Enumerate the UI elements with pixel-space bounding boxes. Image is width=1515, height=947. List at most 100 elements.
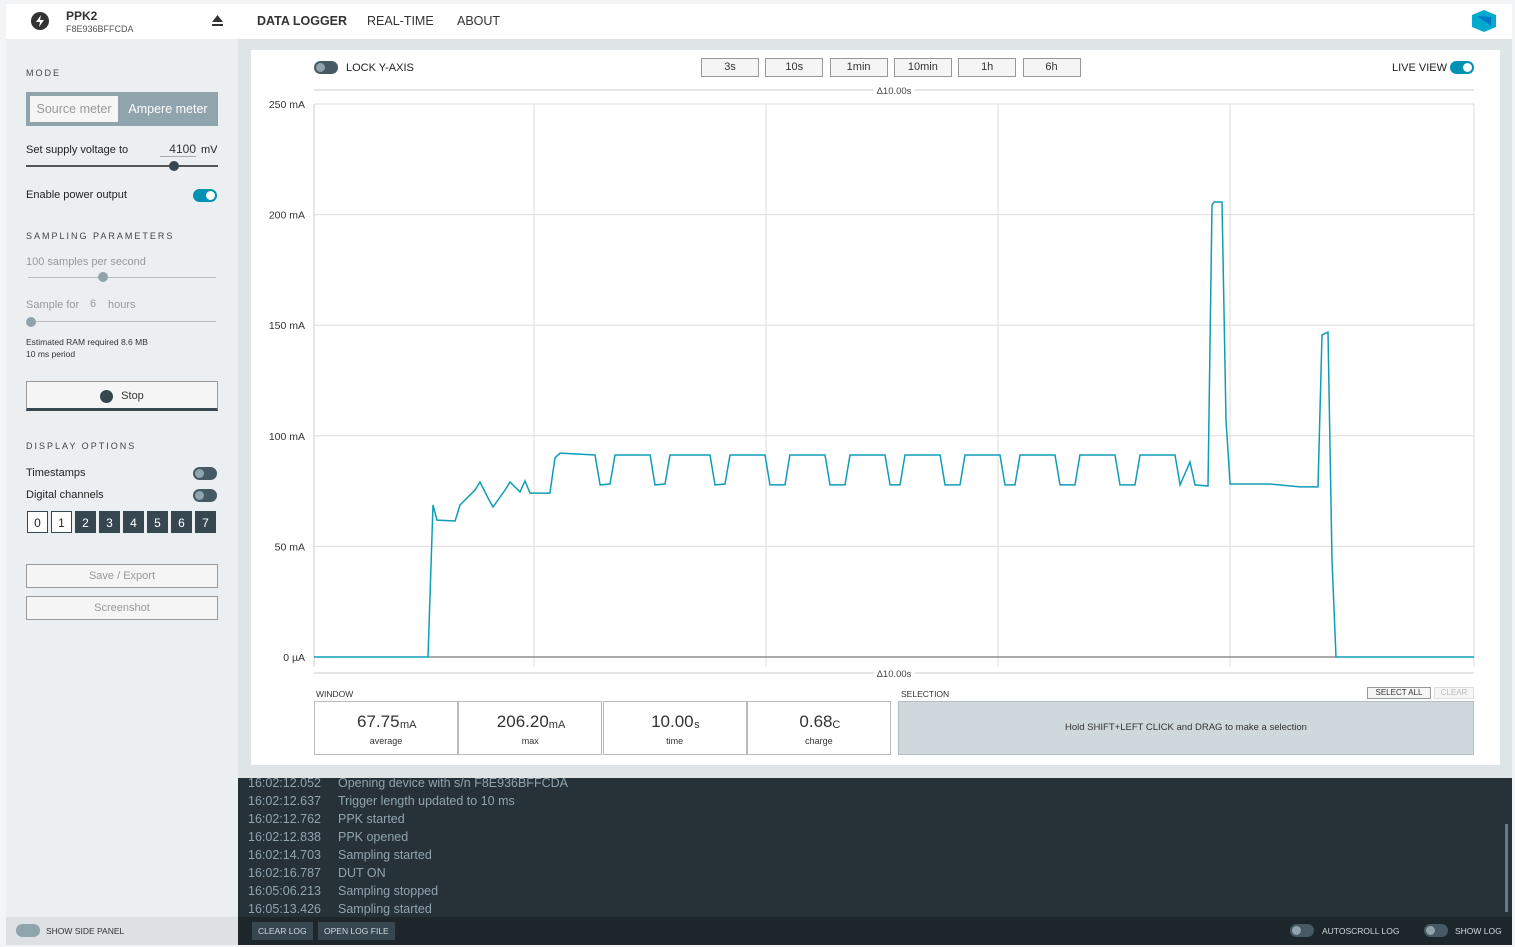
- y-tick-label: 250 mA: [269, 99, 305, 111]
- channel-chip[interactable]: 0: [27, 511, 48, 533]
- section-title: MODE: [26, 68, 61, 78]
- hours-input[interactable]: 6: [89, 298, 97, 310]
- stat-label: average: [369, 736, 403, 746]
- data-line: [314, 201, 1474, 658]
- toggle[interactable]: [314, 61, 338, 74]
- stat-value: 206.20: [496, 712, 549, 731]
- slider-handle[interactable]: [26, 317, 36, 327]
- scrollbar: [1505, 824, 1508, 912]
- stop-icon: [100, 389, 114, 403]
- device-serial: F8E936BFFCDA: [66, 24, 134, 34]
- window-button[interactable]: 1h: [958, 58, 1017, 77]
- log-time: 16:02:14.703: [248, 848, 321, 862]
- log-message: DUT ON: [338, 866, 386, 880]
- channel-chip[interactable]: 2: [75, 511, 96, 533]
- span-label: Δ10.00s: [877, 669, 912, 680]
- save-button[interactable]: Save / Export: [26, 564, 218, 588]
- clear-button[interactable]: CLEAR: [1434, 687, 1474, 699]
- log-message: Trigger length updated to 10 ms: [338, 794, 515, 808]
- label: LIVE VIEW: [1392, 62, 1448, 74]
- label: AUTOSCROLL LOG: [1322, 926, 1400, 936]
- chart: 0 µA 50 mA 100 mA 150 mA 200 mA 250 mA Δ10.00s…: [269, 86, 1475, 680]
- span-label: Δ10.00s: [877, 86, 912, 97]
- section-title: SELECTION: [901, 689, 950, 699]
- log-message: Sampling stopped: [338, 884, 439, 898]
- label: Timestamps: [26, 467, 86, 479]
- window-button[interactable]: 10s: [765, 58, 824, 77]
- channel-chip[interactable]: 3: [99, 511, 120, 533]
- label: Set supply voltage to: [26, 144, 129, 156]
- span-label-bg: [873, 669, 915, 680]
- log-message: PPK opened: [338, 830, 409, 844]
- tab[interactable]: DATA LOGGER: [257, 14, 348, 28]
- mode-option[interactable]: Source meter: [30, 96, 118, 122]
- note: 10 ms period: [26, 349, 76, 359]
- label: 100 samples per second: [26, 256, 146, 268]
- window-button[interactable]: 10min: [893, 58, 952, 77]
- toggle[interactable]: [16, 924, 40, 937]
- note: Estimated RAM required 8.6 MB: [26, 337, 148, 347]
- logo: [1472, 10, 1496, 32]
- section-title: WINDOW: [316, 689, 354, 699]
- selection-hint: Hold SHIFT+LEFT CLICK and DRAG to make a…: [898, 701, 1474, 755]
- channel-chip[interactable]: 1: [51, 511, 72, 533]
- log-message: Sampling started: [338, 848, 432, 862]
- stat-value: 10.00: [651, 712, 694, 731]
- clear-log-button[interactable]: CLEAR LOG: [252, 922, 313, 940]
- log-time: 16:02:12.637: [248, 794, 321, 808]
- channel-chip[interactable]: 5: [147, 511, 168, 533]
- y-tick-label: 150 mA: [269, 320, 305, 332]
- open-log-button[interactable]: OPEN LOG FILE: [318, 922, 395, 940]
- toggle[interactable]: [193, 489, 217, 502]
- button-label: Stop: [121, 390, 144, 402]
- top-bar: [6, 4, 1512, 39]
- stat-label: charge: [805, 736, 833, 746]
- screenshot-button[interactable]: Screenshot: [26, 596, 218, 620]
- stat-label: max: [521, 736, 539, 746]
- stat-unit: s: [694, 719, 700, 731]
- stat-cell: 67.75 mA average: [314, 701, 458, 755]
- stat-unit: C: [832, 719, 841, 731]
- stat-cell: 10.00 s time: [602, 701, 747, 755]
- slider-handle[interactable]: [98, 272, 108, 282]
- toggle[interactable]: [193, 189, 217, 202]
- window-button[interactable]: 3s: [701, 58, 759, 77]
- slider-track: [26, 165, 218, 167]
- stat-unit: mA: [400, 719, 417, 731]
- window-button[interactable]: 6h: [1022, 58, 1081, 77]
- tab[interactable]: REAL-TIME: [367, 14, 434, 28]
- unit: mV: [201, 144, 218, 156]
- log-message: PPK started: [338, 812, 405, 826]
- log-time: 16:02:12.762: [248, 812, 321, 826]
- channel-chip[interactable]: 4: [123, 511, 144, 533]
- stat-value: 0.68: [799, 712, 833, 731]
- slider-track: [28, 277, 216, 278]
- select-all-button[interactable]: SELECT ALL: [1367, 687, 1431, 699]
- section-title: SAMPLING PARAMETERS: [26, 231, 175, 241]
- label: Enable power output: [26, 189, 127, 201]
- eject-button[interactable]: [211, 14, 224, 27]
- channel-chip[interactable]: 7: [195, 511, 216, 533]
- log-time: 16:02:12.052: [248, 776, 321, 790]
- mode-option[interactable]: Ampere meter: [128, 102, 208, 116]
- tab[interactable]: ABOUT: [457, 14, 501, 28]
- y-tick-label: 50 mA: [275, 541, 305, 553]
- stop-button[interactable]: Stop: [26, 381, 218, 411]
- toggle[interactable]: [1450, 61, 1474, 74]
- footer-left: [6, 917, 238, 945]
- toggle[interactable]: [1290, 924, 1314, 937]
- label: SHOW LOG: [1455, 926, 1502, 936]
- unit: hours: [108, 299, 136, 311]
- toggle[interactable]: [1424, 924, 1448, 937]
- slider-handle[interactable]: [169, 161, 179, 171]
- voltage-input[interactable]: 4100: [160, 142, 196, 157]
- label: SHOW SIDE PANEL: [46, 926, 125, 936]
- channel-chip[interactable]: 6: [171, 511, 192, 533]
- slider-track: [28, 321, 216, 322]
- window-button[interactable]: 1min: [829, 58, 888, 77]
- section-title: DISPLAY OPTIONS: [26, 441, 137, 451]
- device-name: PPK2: [66, 9, 98, 23]
- stat-unit: mA: [548, 719, 566, 731]
- toggle[interactable]: [193, 467, 217, 480]
- log-message: Opening device with s/n F8E936BFFCDA: [338, 776, 568, 790]
